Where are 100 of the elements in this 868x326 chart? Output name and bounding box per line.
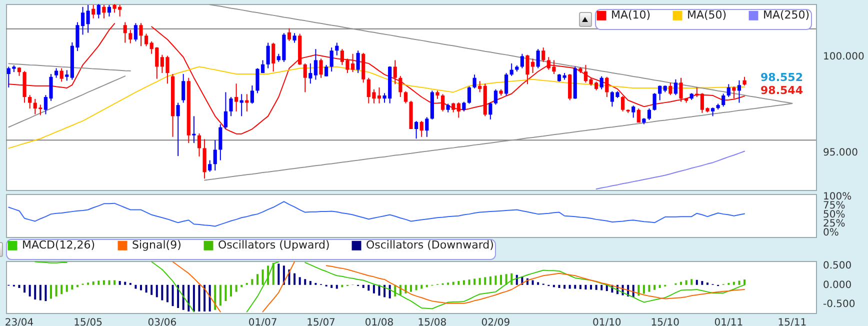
bar bbox=[140, 284, 142, 290]
bar bbox=[118, 281, 121, 285]
bar bbox=[24, 284, 26, 293]
bar bbox=[452, 282, 454, 285]
bar bbox=[204, 284, 206, 312]
candlestick bbox=[272, 42, 276, 72]
bar bbox=[145, 284, 148, 293]
bar bbox=[230, 284, 232, 296]
y-tick-label: -0.500 bbox=[823, 299, 856, 310]
candlestick bbox=[420, 120, 424, 138]
bar bbox=[272, 262, 274, 285]
candlestick bbox=[324, 64, 328, 77]
candlestick bbox=[393, 60, 397, 85]
candlestick bbox=[224, 92, 228, 130]
candlestick bbox=[510, 62, 514, 76]
bar bbox=[372, 284, 375, 294]
bar bbox=[458, 281, 460, 285]
bar bbox=[166, 284, 168, 302]
y-tick-label: 75% bbox=[823, 200, 846, 212]
bar bbox=[468, 279, 470, 285]
bar bbox=[66, 284, 68, 292]
bar bbox=[251, 279, 254, 285]
candlestick bbox=[440, 94, 445, 112]
bar bbox=[462, 280, 465, 285]
y-tick-label: 50% bbox=[823, 209, 846, 220]
bar bbox=[516, 274, 518, 285]
bar bbox=[579, 284, 582, 290]
candlestick bbox=[96, 4, 100, 19]
candlestick bbox=[176, 102, 180, 157]
bar bbox=[654, 284, 656, 290]
bar bbox=[532, 280, 534, 285]
candlestick bbox=[60, 68, 64, 82]
bar bbox=[150, 284, 153, 295]
candlestick bbox=[107, 4, 112, 17]
bar bbox=[680, 282, 682, 285]
line-series bbox=[8, 201, 746, 227]
y-tick-label: 0% bbox=[823, 227, 839, 238]
bar bbox=[114, 280, 116, 285]
candlestick bbox=[695, 86, 699, 98]
candlestick bbox=[234, 83, 238, 112]
bar bbox=[336, 284, 338, 289]
candlestick bbox=[568, 73, 572, 101]
y-tick-label: 0.500 bbox=[823, 260, 852, 272]
legend-label: Oscillators (Downward) bbox=[366, 238, 494, 252]
candlestick bbox=[65, 70, 69, 82]
candlestick bbox=[314, 48, 318, 80]
bar bbox=[330, 284, 333, 288]
candlestick bbox=[452, 102, 456, 113]
candlestick bbox=[536, 48, 540, 69]
candlestick bbox=[605, 76, 609, 98]
y-tick-label: 100.000 bbox=[823, 52, 864, 63]
candlestick bbox=[356, 50, 360, 74]
candlestick bbox=[303, 62, 307, 93]
bar bbox=[55, 284, 58, 296]
bar bbox=[28, 284, 31, 296]
bar bbox=[44, 284, 47, 302]
bar bbox=[278, 264, 280, 285]
bar bbox=[368, 284, 370, 291]
bar bbox=[177, 284, 180, 308]
bar bbox=[744, 279, 746, 285]
candlestick bbox=[404, 90, 408, 104]
candlestick bbox=[520, 53, 524, 69]
bar bbox=[92, 281, 94, 285]
bar bbox=[690, 279, 693, 285]
candlestick bbox=[202, 138, 206, 179]
candlestick bbox=[218, 124, 222, 161]
candlestick bbox=[335, 42, 339, 56]
candlestick bbox=[679, 77, 683, 102]
bar bbox=[595, 284, 598, 290]
bar bbox=[39, 284, 42, 300]
bar bbox=[732, 282, 735, 285]
legend-label: MA(50) bbox=[687, 8, 727, 22]
bar bbox=[600, 284, 603, 290]
candlestick bbox=[208, 160, 212, 172]
bar bbox=[558, 284, 560, 288]
bar bbox=[71, 284, 74, 290]
bar bbox=[489, 276, 492, 285]
bar bbox=[696, 280, 698, 285]
candlestick bbox=[266, 42, 270, 69]
candlestick bbox=[134, 22, 138, 42]
bar bbox=[362, 284, 364, 288]
bar bbox=[50, 284, 52, 299]
bar bbox=[415, 284, 418, 290]
bar bbox=[420, 284, 423, 289]
candlestick bbox=[722, 93, 726, 108]
bar bbox=[208, 284, 211, 312]
candlestick bbox=[330, 47, 334, 72]
candlestick bbox=[92, 4, 96, 19]
bar bbox=[214, 284, 216, 310]
legend-label: MA(10) bbox=[611, 8, 651, 22]
candlestick bbox=[620, 96, 625, 112]
candlestick bbox=[462, 101, 466, 112]
bar bbox=[309, 281, 312, 285]
y-tick-label: 25% bbox=[823, 218, 846, 230]
candlestick bbox=[652, 92, 656, 111]
candlestick bbox=[467, 86, 472, 104]
bar bbox=[584, 284, 587, 290]
candlestick bbox=[144, 33, 148, 47]
bar bbox=[590, 284, 592, 290]
annotation: 98.552 bbox=[760, 71, 803, 84]
